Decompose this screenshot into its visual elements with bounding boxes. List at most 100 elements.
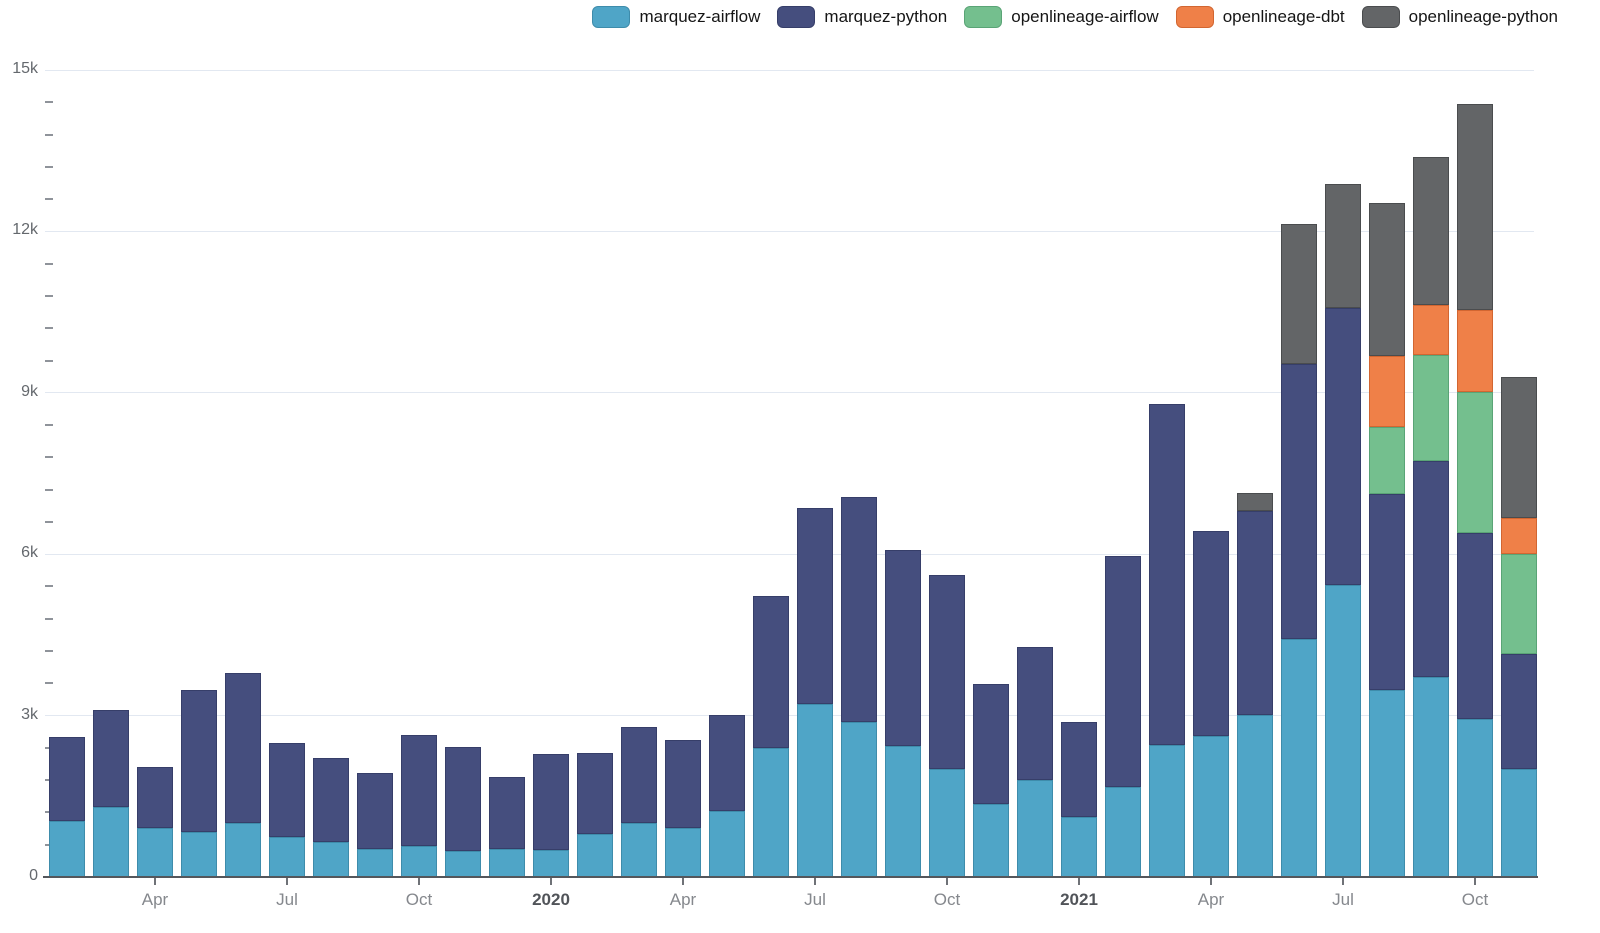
bar-segment-marquez-airflow[interactable] xyxy=(1193,736,1229,877)
x-tick-label-Jul: Jul xyxy=(276,890,298,909)
bar-segment-marquez-python[interactable] xyxy=(973,683,1009,804)
bar-segment-marquez-python[interactable] xyxy=(841,496,877,723)
y-tick-label: 0 xyxy=(29,867,38,884)
bar-segment-marquez-airflow[interactable] xyxy=(929,768,965,877)
bar-segment-marquez-airflow[interactable] xyxy=(269,837,305,877)
bar-segment-marquez-airflow[interactable] xyxy=(313,842,349,877)
bar-segment-openlineage-airflow[interactable] xyxy=(1501,553,1537,654)
bar-segment-marquez-airflow[interactable] xyxy=(1413,677,1449,877)
bar-segment-marquez-airflow[interactable] xyxy=(709,810,745,877)
bar-segment-marquez-airflow[interactable] xyxy=(489,849,525,877)
bar-segment-marquez-python[interactable] xyxy=(181,690,217,833)
bar-segment-openlineage-airflow[interactable] xyxy=(1413,355,1449,461)
bar-segment-marquez-airflow[interactable] xyxy=(797,703,833,877)
bar-segment-marquez-airflow[interactable] xyxy=(137,828,173,877)
bar-segment-marquez-python[interactable] xyxy=(269,742,305,838)
bar-segment-marquez-python[interactable] xyxy=(93,709,129,807)
bar-segment-marquez-airflow[interactable] xyxy=(181,832,217,877)
bar-segment-marquez-python[interactable] xyxy=(533,753,569,850)
bar-segment-marquez-python[interactable] xyxy=(313,758,349,843)
bar-segment-marquez-python[interactable] xyxy=(1237,511,1273,715)
bar-segment-marquez-airflow[interactable] xyxy=(49,821,85,877)
bar-segment-openlineage-python[interactable] xyxy=(1413,156,1449,305)
bar-segment-openlineage-airflow[interactable] xyxy=(1457,391,1493,534)
bar-segment-marquez-airflow[interactable] xyxy=(357,849,393,877)
bar-segment-openlineage-dbt[interactable] xyxy=(1501,517,1537,554)
bar-segment-openlineage-python[interactable] xyxy=(1369,203,1405,357)
bar-segment-marquez-python[interactable] xyxy=(489,777,525,850)
bar-segment-marquez-airflow[interactable] xyxy=(885,745,921,877)
y-minor-tick xyxy=(45,488,53,491)
bar-segment-marquez-python[interactable] xyxy=(1501,653,1537,770)
y-minor-tick xyxy=(45,133,53,136)
legend-item-openlineage-airflow[interactable]: openlineage-airflow xyxy=(964,6,1159,28)
legend-item-marquez-python[interactable]: marquez-python xyxy=(777,6,947,28)
bar-segment-marquez-python[interactable] xyxy=(885,550,921,746)
bar-segment-openlineage-python[interactable] xyxy=(1325,183,1361,309)
bar-segment-marquez-airflow[interactable] xyxy=(1281,639,1317,877)
bar-segment-openlineage-dbt[interactable] xyxy=(1413,304,1449,356)
bar-segment-marquez-airflow[interactable] xyxy=(93,806,129,877)
bar-segment-marquez-python[interactable] xyxy=(929,574,965,769)
legend-swatch-marquez-airflow xyxy=(592,6,631,28)
bar-segment-marquez-airflow[interactable] xyxy=(1061,817,1097,877)
bar-segment-marquez-airflow[interactable] xyxy=(1149,745,1185,877)
bar-segment-marquez-python[interactable] xyxy=(401,734,437,846)
bar-segment-marquez-airflow[interactable] xyxy=(753,747,789,877)
bar-segment-marquez-airflow[interactable] xyxy=(665,828,701,877)
bar-segment-marquez-airflow[interactable] xyxy=(1105,787,1141,877)
x-tick-label-Jul: Jul xyxy=(1332,890,1354,909)
bar-segment-marquez-airflow[interactable] xyxy=(1237,714,1273,877)
bar-segment-marquez-python[interactable] xyxy=(1149,404,1185,746)
bar-segment-marquez-python[interactable] xyxy=(49,736,85,822)
bar-segment-marquez-python[interactable] xyxy=(137,767,173,829)
legend-swatch-openlineage-python xyxy=(1361,6,1400,28)
bar-segment-marquez-airflow[interactable] xyxy=(621,823,657,877)
bar-segment-marquez-airflow[interactable] xyxy=(1457,719,1493,877)
bar-segment-openlineage-python[interactable] xyxy=(1237,492,1273,512)
bar-segment-marquez-python[interactable] xyxy=(445,746,481,851)
bar-segment-marquez-python[interactable] xyxy=(1061,722,1097,818)
bar-segment-marquez-python[interactable] xyxy=(621,726,657,824)
bar-segment-marquez-python[interactable] xyxy=(357,773,393,849)
bar-segment-openlineage-python[interactable] xyxy=(1281,224,1317,365)
bar-segment-marquez-airflow[interactable] xyxy=(973,803,1009,877)
y-minor-tick xyxy=(45,650,53,653)
bar-segment-marquez-airflow[interactable] xyxy=(1501,769,1537,877)
legend-item-openlineage-python[interactable]: openlineage-python xyxy=(1361,6,1558,28)
bar-segment-marquez-airflow[interactable] xyxy=(225,823,261,877)
bar-segment-openlineage-airflow[interactable] xyxy=(1369,427,1405,494)
bar-segment-marquez-airflow[interactable] xyxy=(533,849,569,877)
bar-segment-marquez-python[interactable] xyxy=(1193,531,1229,737)
bar-segment-marquez-airflow[interactable] xyxy=(1325,585,1361,877)
legend-item-marquez-airflow[interactable]: marquez-airflow xyxy=(592,6,760,28)
bar-segment-openlineage-python[interactable] xyxy=(1457,104,1493,310)
bar-segment-marquez-python[interactable] xyxy=(797,507,833,704)
bar-segment-marquez-python[interactable] xyxy=(1105,556,1141,788)
bar-segment-openlineage-dbt[interactable] xyxy=(1457,309,1493,392)
bar-segment-marquez-airflow[interactable] xyxy=(577,833,613,877)
bar-segment-openlineage-dbt[interactable] xyxy=(1369,356,1405,428)
bar-segment-marquez-python[interactable] xyxy=(225,673,261,824)
bar-segment-marquez-python[interactable] xyxy=(1457,533,1493,720)
bar-segment-marquez-python[interactable] xyxy=(1325,308,1361,586)
bar-segment-marquez-python[interactable] xyxy=(1017,647,1053,781)
y-tick-label: 15k xyxy=(12,60,38,77)
bar-segment-marquez-python[interactable] xyxy=(577,752,613,834)
x-axis-tick xyxy=(1078,878,1080,885)
bar-segment-marquez-python[interactable] xyxy=(1413,460,1449,678)
legend-item-openlineage-dbt[interactable]: openlineage-dbt xyxy=(1175,6,1345,28)
bar-segment-marquez-airflow[interactable] xyxy=(1017,780,1053,877)
bar-segment-marquez-airflow[interactable] xyxy=(841,722,877,877)
bar-segment-marquez-python[interactable] xyxy=(753,595,789,748)
y-minor-tick xyxy=(45,520,53,523)
bar-segment-marquez-python[interactable] xyxy=(665,739,701,829)
bar-segment-marquez-python[interactable] xyxy=(1281,364,1317,640)
y-minor-tick xyxy=(45,165,53,168)
bar-segment-marquez-airflow[interactable] xyxy=(401,845,437,877)
bar-segment-marquez-airflow[interactable] xyxy=(445,850,481,877)
bar-segment-openlineage-python[interactable] xyxy=(1501,376,1537,518)
bar-segment-marquez-python[interactable] xyxy=(1369,493,1405,690)
bar-segment-marquez-airflow[interactable] xyxy=(1369,689,1405,877)
bar-segment-marquez-python[interactable] xyxy=(709,714,745,811)
